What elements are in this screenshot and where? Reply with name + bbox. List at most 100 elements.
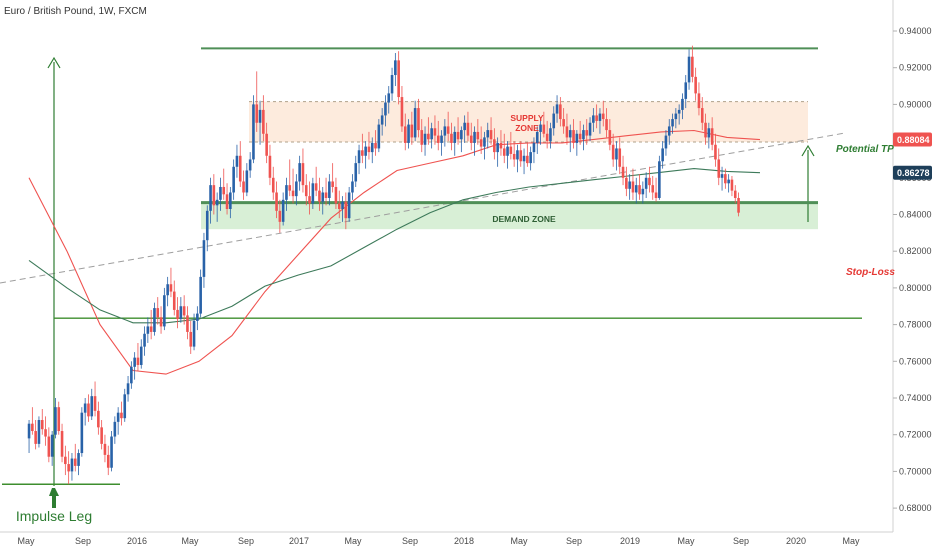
candle-body (463, 122, 466, 131)
candle (275, 181, 278, 219)
candle-body (44, 429, 47, 437)
candle (341, 196, 344, 222)
candle (661, 141, 664, 169)
candle (506, 141, 509, 169)
candle-body (638, 185, 641, 195)
candle-body (684, 82, 688, 99)
candle-body (634, 185, 638, 193)
candle (80, 407, 84, 457)
candle (159, 306, 163, 334)
candle-body (559, 104, 562, 120)
candle-body (337, 203, 341, 209)
candle-body (318, 190, 321, 202)
supply-zone-label: ZONE (515, 123, 539, 133)
candle-body (70, 458, 74, 472)
candle-body (674, 113, 678, 120)
candle-body (50, 434, 54, 457)
candle (202, 232, 206, 288)
candle (631, 168, 635, 200)
candle (737, 192, 740, 217)
candle-body (60, 431, 64, 457)
candle-body (608, 130, 612, 145)
candle-body (113, 421, 117, 437)
candle (219, 177, 222, 211)
candle-body (268, 155, 272, 178)
price-badge (893, 132, 932, 147)
candle (344, 192, 348, 230)
x-tick-label: 2020 (786, 536, 806, 546)
candle (328, 174, 331, 206)
demand-zone (201, 201, 818, 230)
candle-body (661, 148, 664, 162)
impulse-leg-arrow-head (47, 56, 61, 69)
candle (166, 276, 169, 307)
candle-body (611, 144, 615, 160)
x-tick-label: Sep (402, 536, 418, 546)
candle (601, 100, 605, 127)
candle-body (341, 201, 344, 209)
candle (648, 166, 651, 193)
candle (483, 131, 486, 160)
candle (407, 119, 410, 149)
candle-body (529, 152, 532, 164)
candle (446, 111, 450, 142)
candle (625, 166, 628, 197)
candle (40, 409, 44, 435)
candle (717, 148, 721, 186)
ma-green-line (28, 168, 761, 324)
candle-body (509, 146, 513, 154)
candle-body (196, 313, 199, 321)
candle (532, 137, 536, 164)
candle-body (512, 153, 516, 160)
candle (628, 174, 631, 200)
candle-body (648, 177, 651, 186)
candle-body (387, 93, 391, 103)
x-tick-label: May (842, 536, 860, 546)
candle-body (258, 109, 262, 123)
candle (420, 119, 424, 153)
candle (595, 104, 598, 129)
x-tick-label: Sep (75, 536, 91, 546)
candle (149, 309, 153, 340)
candle-body (605, 119, 608, 131)
candle-body (229, 192, 232, 209)
candle (265, 122, 268, 164)
candle-body (720, 174, 724, 178)
candle (34, 420, 37, 450)
candle (394, 53, 397, 87)
candle (585, 119, 589, 145)
candle-body (321, 192, 325, 202)
candle (321, 186, 325, 215)
candle-body (430, 128, 433, 140)
candle-body (651, 185, 655, 193)
demand-zone-label: DEMAND ZONE (492, 214, 556, 224)
candle-body (479, 139, 483, 147)
candle (410, 111, 414, 145)
candle (367, 131, 371, 160)
candle (235, 144, 239, 178)
candle-body (37, 420, 41, 444)
candle-body (585, 130, 589, 136)
candle-body (621, 166, 625, 178)
y-tick-label: 0.84000 (899, 210, 932, 220)
candle-body (172, 291, 176, 310)
candle-body (328, 181, 331, 198)
candle-body (502, 148, 506, 156)
candle-body (526, 155, 529, 164)
candle (354, 155, 358, 187)
candle-body (671, 119, 674, 127)
candle (136, 342, 140, 371)
candle-body (357, 150, 361, 164)
y-tick-label: 0.68000 (899, 503, 932, 513)
candle-body (288, 185, 292, 191)
candle-body (202, 240, 206, 277)
candle (357, 144, 361, 175)
candle (403, 113, 407, 151)
candle (582, 124, 585, 151)
candle (351, 174, 354, 200)
candle-body (232, 166, 235, 193)
candle-body (641, 188, 645, 195)
candle-body (219, 186, 222, 200)
candle (67, 451, 70, 485)
y-tick-label: 0.78000 (899, 320, 932, 330)
